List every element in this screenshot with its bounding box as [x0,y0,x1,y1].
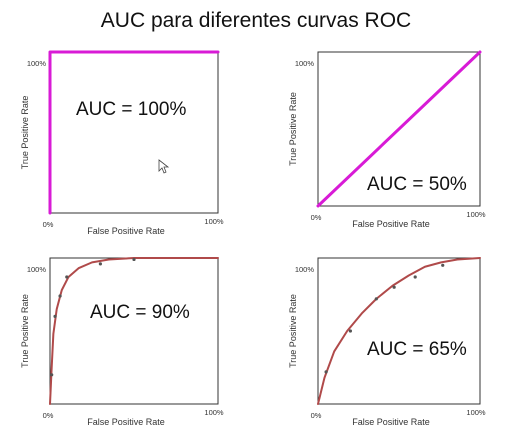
x-tick-label: 100% [204,408,224,417]
data-point [53,314,57,318]
roc-curve-line [317,257,481,405]
x-axis-label: False Positive Rate [352,417,430,427]
data-point [98,262,102,266]
x-tick-label: 0% [43,411,54,420]
data-point [413,275,417,279]
auc-annotation: AUC = 50% [367,174,467,195]
data-point [374,297,378,301]
auc-annotation: AUC = 100% [76,99,186,120]
data-point [324,370,328,374]
data-point [65,275,69,279]
roc-curve-line [48,50,220,215]
y-axis-label: True Positive Rate [20,294,30,368]
y-axis-label: True Positive Rate [288,92,298,166]
x-axis-label: False Positive Rate [87,226,165,236]
y-tick-label: 100% [295,59,315,68]
auc-65-chart: 0% 100% 100% False Positive Rate True Positi… [288,257,486,427]
data-point [58,294,62,298]
x-tick-label: 0% [311,213,322,222]
auc-100-chart: 0% 100% 100% False Positive Rate True Positi… [20,50,224,236]
data-point [132,257,136,262]
page-title: AUC para diferentes curvas ROC [100,9,412,32]
x-tick-label: 100% [466,210,486,219]
x-tick-label: 0% [311,411,322,420]
x-tick-label: 100% [204,217,224,226]
auc-annotation: AUC = 90% [90,302,190,323]
data-point [392,285,396,289]
y-tick-label: 100% [27,265,47,274]
plot-frame [49,257,219,405]
data-point [348,329,352,333]
auc-90-chart: 0% 100% 100% False Positive Rate True Positi… [20,257,224,427]
x-axis-label: False Positive Rate [87,417,165,427]
data-point [50,373,54,377]
x-tick-label: 100% [466,408,486,417]
auc-50-chart: 0% 100% 100% False Positive Rate True Positi… [288,50,486,229]
plot-frame [317,51,481,207]
plot-frame [49,51,219,214]
y-tick-label: 100% [295,265,315,274]
y-axis-label: True Positive Rate [20,96,30,170]
auc-annotation: AUC = 65% [367,339,467,360]
cursor-icon [158,159,170,174]
roc-curve-line [49,257,219,405]
y-axis-label: True Positive Rate [288,294,298,368]
data-point [441,263,445,267]
y-tick-label: 100% [27,59,47,68]
plot-frame [317,257,481,405]
x-tick-label: 0% [43,220,54,229]
x-axis-label: False Positive Rate [352,219,430,229]
roc-curve-line [316,50,482,208]
